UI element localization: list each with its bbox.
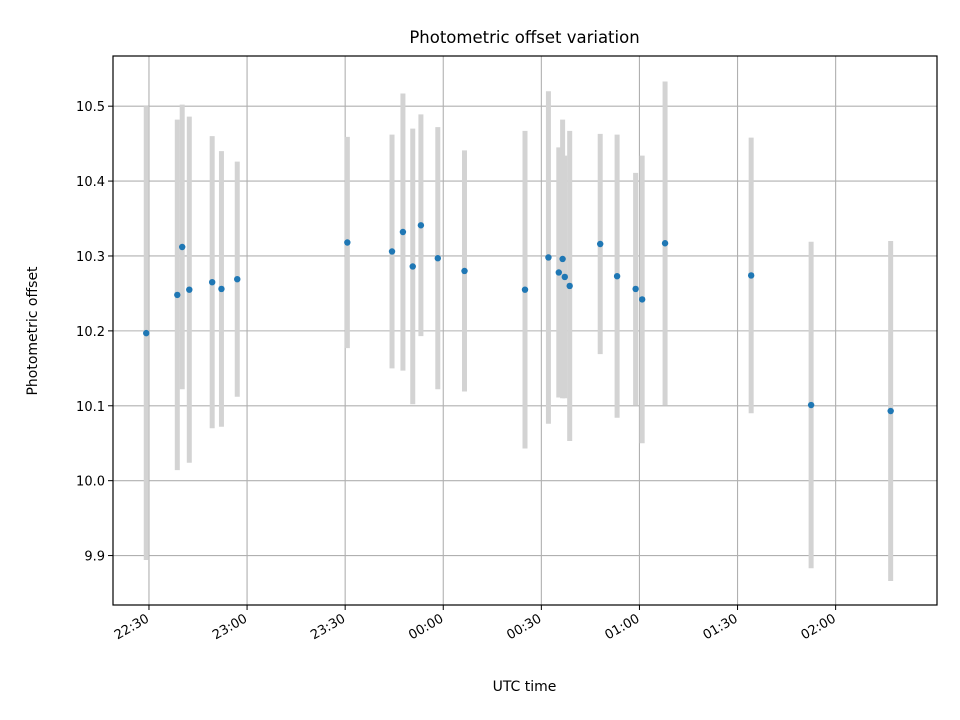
y-tick-label: 10.0	[76, 475, 105, 490]
data-point	[638, 296, 646, 303]
data-point	[179, 243, 186, 251]
y-tick-label: 10.1	[76, 400, 105, 415]
data-point	[409, 263, 416, 270]
data-point	[174, 291, 181, 299]
y-tick-label: 10.5	[76, 100, 105, 115]
data-point	[208, 278, 216, 286]
data-point	[218, 285, 225, 293]
y-tick-label: 9.9	[84, 550, 105, 565]
data-point	[613, 272, 621, 280]
y-axis-label: Photometric offset	[25, 266, 41, 396]
data-point	[417, 222, 425, 229]
data-point	[399, 228, 407, 236]
y-tick-label: 10.4	[76, 175, 105, 190]
data-point	[559, 255, 566, 263]
data-point	[561, 273, 568, 281]
data-point	[661, 240, 669, 247]
data-point	[344, 239, 351, 246]
data-point	[555, 269, 562, 276]
data-point	[597, 240, 604, 248]
data-point	[807, 401, 815, 409]
data-point	[434, 255, 442, 262]
data-point	[887, 407, 894, 415]
x-axis-label: UTC time	[493, 679, 557, 695]
y-tick-label: 10.3	[76, 250, 105, 265]
data-point	[747, 272, 755, 279]
data-point	[388, 248, 396, 255]
data-point	[186, 286, 193, 293]
data-point	[461, 267, 468, 275]
chart-title: Photometric offset variation	[409, 28, 639, 47]
data-points	[143, 222, 894, 415]
data-point	[143, 329, 150, 337]
data-point	[566, 282, 573, 290]
data-point	[632, 285, 639, 293]
data-point	[545, 254, 552, 261]
data-point	[521, 286, 529, 293]
y-tick-label: 10.2	[76, 325, 105, 340]
data-point	[234, 275, 241, 283]
